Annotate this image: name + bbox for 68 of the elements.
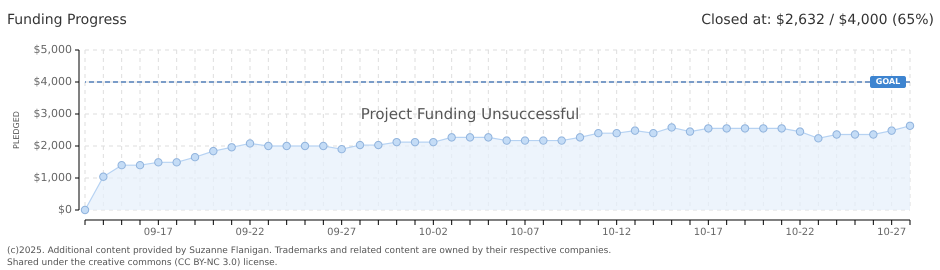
point bbox=[869, 130, 878, 139]
chart-subtitle: Closed at: $2,632 / $4,000 (65%) bbox=[701, 12, 934, 28]
point bbox=[300, 142, 310, 150]
y-tick-label: $3,000 bbox=[34, 107, 72, 120]
point bbox=[337, 145, 346, 154]
point bbox=[576, 133, 584, 142]
y-tick-label: $4,000 bbox=[34, 75, 72, 88]
point bbox=[704, 124, 713, 133]
point bbox=[832, 130, 841, 139]
x-tick-label: 10-07 bbox=[510, 227, 540, 238]
y-axis-title: PLEDGED bbox=[12, 111, 21, 149]
y-tick-label: $0 bbox=[58, 203, 72, 216]
y-tick-label: $5,000 bbox=[34, 43, 72, 56]
ref-line-label: GOAL bbox=[876, 77, 900, 86]
point bbox=[759, 124, 768, 133]
point bbox=[502, 136, 511, 145]
point bbox=[374, 140, 383, 150]
point bbox=[594, 129, 603, 138]
y-tick-label: $2,000 bbox=[34, 139, 72, 152]
point bbox=[722, 124, 731, 133]
point bbox=[667, 123, 676, 132]
point bbox=[319, 142, 328, 150]
point bbox=[209, 146, 218, 156]
point bbox=[99, 172, 108, 181]
point bbox=[429, 138, 438, 146]
point bbox=[282, 142, 291, 150]
point bbox=[612, 129, 621, 138]
point bbox=[906, 122, 914, 130]
x-tick-label: 10-22 bbox=[785, 227, 815, 238]
point bbox=[740, 124, 750, 133]
point bbox=[686, 127, 694, 136]
point bbox=[630, 126, 640, 135]
x-tick-label: 09-27 bbox=[327, 227, 356, 238]
x-tick-label: 10-27 bbox=[877, 227, 906, 238]
annotation: Project Funding Unsuccessful bbox=[360, 105, 580, 123]
point bbox=[557, 136, 566, 145]
x-tick-label: 10-12 bbox=[602, 227, 632, 238]
point bbox=[154, 158, 163, 167]
x-tick-label: 09-22 bbox=[235, 227, 265, 238]
point bbox=[264, 142, 273, 150]
x-tick-label: 10-17 bbox=[694, 227, 723, 238]
point bbox=[136, 161, 144, 170]
text: Shared under the creative commons (CC BY-NC 3.0) license. bbox=[7, 258, 278, 268]
point bbox=[887, 126, 896, 135]
point bbox=[356, 140, 364, 150]
point bbox=[466, 133, 474, 142]
point bbox=[649, 129, 658, 138]
x-tick-label: 10-02 bbox=[418, 227, 448, 238]
point bbox=[227, 143, 236, 152]
point bbox=[539, 136, 548, 145]
point bbox=[117, 161, 126, 170]
point bbox=[850, 130, 860, 139]
point bbox=[172, 158, 181, 167]
point bbox=[520, 136, 530, 145]
point bbox=[447, 133, 456, 142]
point bbox=[796, 127, 804, 136]
point bbox=[484, 133, 493, 142]
text: (c)2025. Additional content provided by Suzanne Flanigan. Trademarks and related content are owned by their respective companies. bbox=[7, 246, 612, 256]
point bbox=[410, 138, 420, 146]
point bbox=[392, 138, 401, 146]
point bbox=[80, 206, 90, 214]
point bbox=[246, 139, 254, 148]
y-tick-label: $1,000 bbox=[34, 171, 72, 184]
chart-title: Funding Progress bbox=[7, 12, 127, 28]
point bbox=[814, 134, 823, 143]
point bbox=[777, 124, 786, 133]
x-tick-label: 09-17 bbox=[144, 227, 173, 238]
point bbox=[190, 153, 200, 162]
